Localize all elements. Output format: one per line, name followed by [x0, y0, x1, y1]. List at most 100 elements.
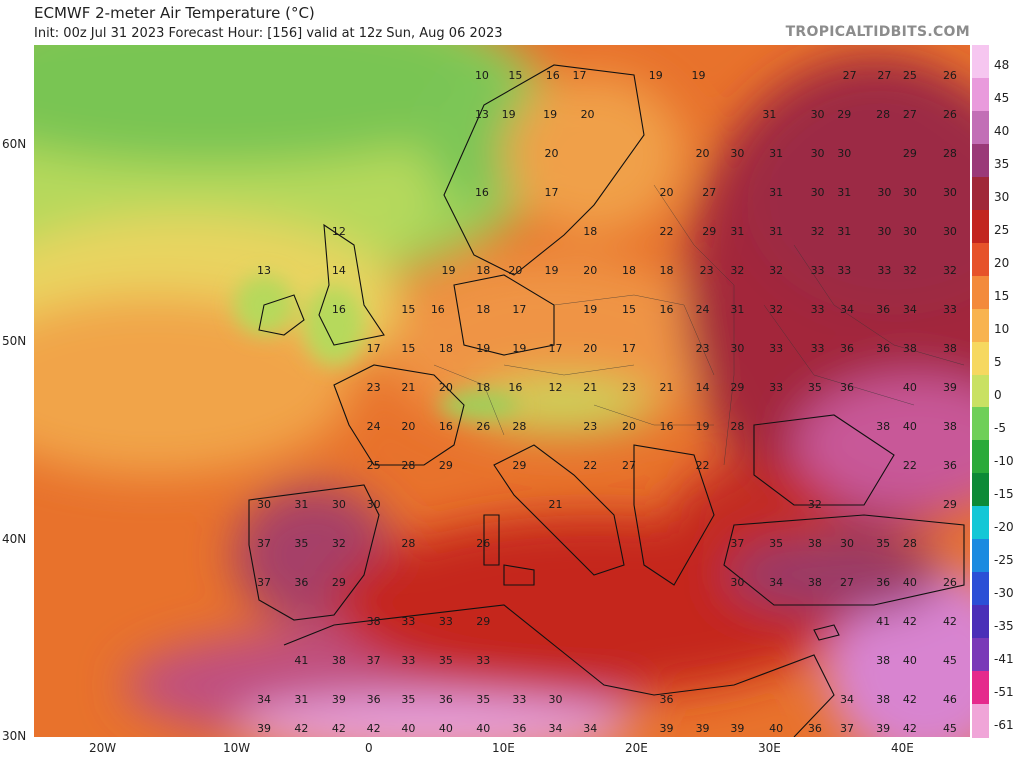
- temperature-value: 36: [876, 342, 890, 355]
- temperature-value: 45: [943, 654, 957, 667]
- temperature-value: 37: [840, 722, 854, 735]
- brand-watermark[interactable]: TROPICALTIDBITS.COM: [785, 24, 970, 40]
- temperature-value: 37: [257, 537, 271, 550]
- temperature-value: 32: [903, 264, 917, 277]
- colorbar-segment: [972, 110, 989, 145]
- temperature-value: 36: [294, 576, 308, 589]
- temperature-value: 18: [439, 342, 453, 355]
- temperature-value: 23: [583, 420, 597, 433]
- temperature-value: 17: [544, 186, 558, 199]
- temperature-value: 29: [476, 615, 490, 628]
- temperature-value: 33: [439, 615, 453, 628]
- temperature-values: 10 17 15 17 19 18 18 24 25 24 10 15 16 17 19 19 27 27 25 26…: [80, 45, 956, 735]
- temperature-value: 34: [840, 303, 854, 316]
- temperature-value: 18: [476, 303, 490, 316]
- temperature-value: 28: [512, 420, 526, 433]
- temperature-value: 29: [943, 498, 957, 511]
- temperature-value: 30: [730, 576, 744, 589]
- temperature-value: 26: [476, 420, 490, 433]
- temperature-value: 40: [769, 722, 783, 735]
- temperature-value: 36: [808, 722, 822, 735]
- temperature-value: 45: [943, 722, 957, 735]
- colorbar-label: 45: [994, 91, 1010, 105]
- colorbar-label: -35: [994, 619, 1014, 633]
- colorbar-label: -61: [994, 718, 1014, 732]
- colorbar-label: 35: [994, 157, 1010, 171]
- temperature-value: 30: [730, 342, 744, 355]
- temperature-value: 40: [476, 722, 490, 735]
- temperature-value: 28: [730, 420, 744, 433]
- temperature-value: 31: [762, 108, 776, 121]
- temperature-value: 19: [512, 342, 526, 355]
- temperature-value: 30: [903, 186, 917, 199]
- temperature-value: 42: [903, 722, 917, 735]
- colorbar-label: -41: [994, 652, 1014, 666]
- temperature-value: 35: [808, 381, 822, 394]
- temperature-value: 32: [811, 225, 825, 238]
- temperature-value: 33: [837, 264, 851, 277]
- temperature-value: 40: [903, 420, 917, 433]
- temperature-value: 33: [877, 264, 891, 277]
- temperature-value: 36: [512, 722, 526, 735]
- colorbar-segment: [972, 638, 989, 673]
- map-graphic: 10 17 15 17 19 18 18 24 25 24 10 15 16 17 19 19 27 27 25 26…: [34, 45, 970, 737]
- temperature-value: 15: [622, 303, 636, 316]
- temperature-value: 33: [811, 342, 825, 355]
- temperature-value: 36: [439, 693, 453, 706]
- temperature-value: 30: [257, 498, 271, 511]
- temperature-value: 30: [840, 537, 854, 550]
- colorbar-label: 15: [994, 289, 1010, 303]
- temperature-value: 42: [332, 722, 346, 735]
- temperature-value: 30: [811, 186, 825, 199]
- temperature-map[interactable]: 10 17 15 17 19 18 18 24 25 24 10 15 16 17 19 19 27 27 25 26…: [34, 45, 970, 737]
- temperature-value: 22: [659, 225, 673, 238]
- temperature-value: 16: [439, 420, 453, 433]
- temperature-value: 38: [943, 420, 957, 433]
- temperature-value: 26: [943, 108, 957, 121]
- temperature-value: 30: [943, 225, 957, 238]
- lat-tick-40n: 40N: [2, 532, 27, 546]
- temperature-value: 28: [903, 537, 917, 550]
- temperature-value: 29: [332, 576, 346, 589]
- temperature-value: 32: [332, 537, 346, 550]
- temperature-value: 29: [702, 225, 716, 238]
- temperature-value: 17: [622, 342, 636, 355]
- temperature-value: 40: [903, 576, 917, 589]
- temperature-value: 29: [439, 459, 453, 472]
- temperature-value: 36: [659, 693, 673, 706]
- temperature-value: 30: [903, 225, 917, 238]
- temperature-value: 27: [702, 186, 716, 199]
- colorbar-segment: [972, 143, 989, 178]
- temperature-value: 36: [367, 693, 381, 706]
- temperature-value: 19: [543, 108, 557, 121]
- temperature-value: 16: [431, 303, 445, 316]
- colorbar-segment: [972, 341, 989, 376]
- temperature-value: 46: [943, 693, 957, 706]
- colorbar-segment: [972, 506, 989, 541]
- colorbar-label: -30: [994, 586, 1014, 600]
- temperature-value: 30: [811, 147, 825, 160]
- colorbar-label: 30: [994, 190, 1010, 204]
- temperature-value: 37: [367, 654, 381, 667]
- temperature-value: 20: [583, 342, 597, 355]
- colorbar-segment: [972, 572, 989, 607]
- temperature-value: 38: [876, 654, 890, 667]
- temperature-value: 38: [808, 537, 822, 550]
- temperature-value: 33: [401, 654, 415, 667]
- temperature-value: 32: [730, 264, 744, 277]
- temperature-value: 33: [476, 654, 490, 667]
- temperature-value: 20: [583, 264, 597, 277]
- temperature-value: 41: [294, 654, 308, 667]
- temperature-value: 39: [696, 722, 710, 735]
- lon-tick-10w: 10W: [223, 741, 251, 755]
- temperature-value: 33: [401, 615, 415, 628]
- temperature-value: 35: [876, 537, 890, 550]
- colorbar-segment: [972, 45, 989, 79]
- temperature-value: 30: [943, 186, 957, 199]
- temperature-value: 31: [730, 225, 744, 238]
- temperature-value: 22: [903, 459, 917, 472]
- temperature-value: 30: [877, 225, 891, 238]
- temperature-value: 27: [903, 108, 917, 121]
- lon-tick-20e: 20E: [625, 741, 648, 755]
- temperature-value: 19: [692, 69, 706, 82]
